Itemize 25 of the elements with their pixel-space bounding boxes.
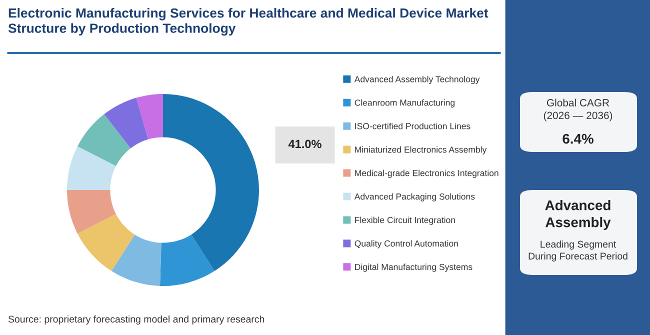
donut-slice bbox=[67, 190, 116, 234]
data-label: 41.0% bbox=[288, 140, 322, 148]
text: Advanced Assembly bbox=[545, 200, 611, 230]
chart-title: Electronic Manufacturing Services for Healthcare and Medical Device Market Structure by Production Technology bbox=[8, 8, 488, 36]
text: Leading Segment During Forecast Period bbox=[528, 240, 628, 262]
legend-label: Flexible Circuit Integration bbox=[355, 216, 455, 225]
text: Global CAGR (2026 — 2036) bbox=[544, 98, 612, 122]
legend-label: Miniaturized Electronics Assembly bbox=[355, 146, 487, 154]
legend-label: Quality Control Automation bbox=[354, 240, 458, 248]
donut-slice bbox=[77, 214, 135, 272]
source-note: Source: proprietary forecasting model and primary research bbox=[8, 315, 264, 325]
legend-label: Medical-grade Electronics Integration bbox=[355, 170, 498, 178]
donut-slice bbox=[112, 234, 162, 286]
donut-slice bbox=[136, 94, 163, 140]
text: 6.4% bbox=[562, 134, 594, 144]
legend-label: Digital Manufacturing Systems bbox=[355, 264, 472, 272]
legend-label: Cleanroom Manufacturing bbox=[354, 99, 454, 108]
donut-slice bbox=[160, 234, 214, 286]
donut-slice bbox=[67, 146, 116, 190]
legend-label: Advanced Packaging Solutions bbox=[354, 193, 475, 202]
legend-label: Advanced Assembly Technology bbox=[354, 76, 480, 84]
donut-slice bbox=[104, 98, 148, 148]
donut-slice bbox=[163, 94, 259, 272]
legend-label: ISO-certified Production Lines bbox=[355, 122, 470, 130]
donut-slice bbox=[77, 114, 131, 166]
